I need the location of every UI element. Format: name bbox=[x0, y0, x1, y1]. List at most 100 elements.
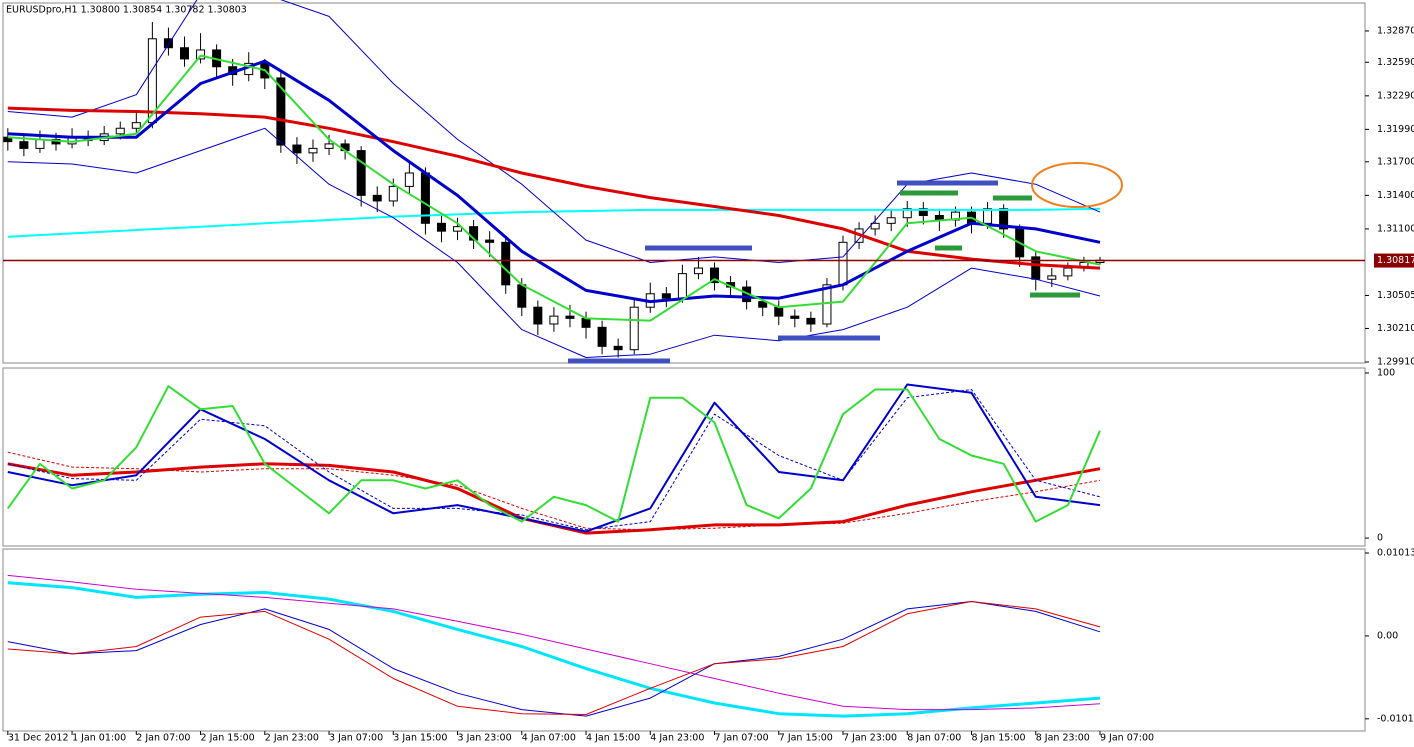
candle-body bbox=[388, 185, 398, 202]
candle-body bbox=[324, 143, 334, 149]
y-tick-label: 0.00 bbox=[1377, 630, 1398, 641]
y-tick-label: 1.30210 bbox=[1377, 323, 1414, 334]
x-tick-label: 4 Jan 23:00 bbox=[650, 733, 704, 744]
indicator-line bbox=[7, 574, 1101, 711]
candle-body bbox=[902, 208, 912, 219]
candle-body bbox=[549, 315, 559, 325]
annotations bbox=[568, 180, 1080, 364]
panel-frame bbox=[2, 548, 1366, 732]
x-tick-label: 3 Jan 15:00 bbox=[393, 733, 447, 744]
candle-body bbox=[597, 326, 607, 347]
indicator-line bbox=[7, 106, 1101, 270]
candle-body bbox=[179, 47, 189, 60]
candle-body bbox=[163, 38, 173, 49]
x-tick-label: 4 Jan 15:00 bbox=[586, 733, 640, 744]
candle-body bbox=[918, 208, 928, 216]
x-tick-label: 8 Jan 23:00 bbox=[1036, 733, 1090, 744]
candle-body bbox=[292, 144, 302, 154]
candle-body bbox=[533, 306, 543, 325]
candle-body bbox=[196, 49, 206, 60]
candle-body bbox=[1047, 275, 1057, 280]
x-tick-label: 31 Dec 2012 bbox=[8, 733, 69, 744]
candle-body bbox=[517, 284, 527, 308]
y-tick-label: 1.30505 bbox=[1377, 290, 1414, 301]
candle-body bbox=[35, 138, 45, 149]
candle-body bbox=[677, 273, 687, 299]
candle-body bbox=[838, 241, 848, 286]
candle-body bbox=[356, 150, 366, 196]
x-tick-label: 7 Jan 15:00 bbox=[779, 733, 833, 744]
x-tick-label: 2 Jan 07:00 bbox=[136, 733, 190, 744]
candle-body bbox=[629, 306, 639, 351]
x-tick-label: 3 Jan 23:00 bbox=[458, 733, 512, 744]
candle-body bbox=[404, 172, 414, 187]
candle-body bbox=[565, 315, 575, 319]
y-tick-label: 1.32870 bbox=[1377, 25, 1414, 36]
y-tick-label: 1.31990 bbox=[1377, 124, 1414, 135]
candle-body bbox=[1063, 267, 1073, 277]
indicator-line bbox=[7, 383, 1101, 533]
indicator-line bbox=[6, 385, 1101, 523]
indicator-line bbox=[7, 54, 1101, 322]
y-tick-label: 1.32590 bbox=[1377, 57, 1414, 68]
candle-body bbox=[613, 345, 623, 351]
candle-body bbox=[276, 77, 286, 146]
x-tick-label: 7 Jan 07:00 bbox=[715, 733, 769, 744]
indicator-line bbox=[7, 581, 1101, 718]
x-tick-label: 9 Jan 07:00 bbox=[1100, 733, 1154, 744]
y-tick-label: 100 bbox=[1377, 367, 1395, 378]
x-tick-label: 3 Jan 07:00 bbox=[329, 733, 383, 744]
y-tick-label: 0.010132 bbox=[1377, 547, 1414, 558]
candle-body bbox=[501, 241, 511, 286]
indicator-line bbox=[7, 59, 1101, 304]
candle-body bbox=[115, 127, 125, 135]
candle-body bbox=[453, 226, 463, 232]
candle-body bbox=[436, 222, 446, 232]
x-tick-label: 4 Jan 07:00 bbox=[522, 733, 576, 744]
y-tick-label: 1.32290 bbox=[1377, 90, 1414, 101]
candle-body bbox=[661, 293, 671, 299]
candle-body bbox=[693, 267, 703, 275]
indicator-line bbox=[7, 601, 1101, 717]
candle-body bbox=[308, 147, 318, 154]
candle-body bbox=[581, 317, 591, 328]
price-label: 1.30817 bbox=[1377, 255, 1414, 266]
x-tick-label: 7 Jan 23:00 bbox=[843, 733, 897, 744]
candle-body bbox=[469, 226, 479, 241]
y-tick-label: 1.31400 bbox=[1377, 190, 1414, 201]
y-tick-label: 1.31100 bbox=[1377, 223, 1414, 234]
candle-body bbox=[790, 315, 800, 319]
candle-body bbox=[983, 208, 993, 224]
panel-frame bbox=[2, 2, 1366, 364]
highlight-ellipse bbox=[1031, 162, 1123, 208]
candle-body bbox=[485, 239, 495, 243]
candle-body bbox=[822, 284, 832, 325]
indicator-line bbox=[7, 451, 1101, 531]
x-tick-label: 1 Jan 01:00 bbox=[72, 733, 126, 744]
x-tick-label: 2 Jan 23:00 bbox=[265, 733, 319, 744]
x-tick-label: 8 Jan 07:00 bbox=[907, 733, 961, 744]
candle-body bbox=[710, 267, 720, 284]
indicator-line bbox=[7, 601, 1101, 715]
candle-body bbox=[372, 194, 382, 202]
candle-body bbox=[19, 141, 29, 149]
y-tick-label: 1.31700 bbox=[1377, 156, 1414, 167]
indicator-line bbox=[7, 389, 1101, 531]
candle-body bbox=[886, 217, 896, 224]
price-label-box bbox=[1374, 253, 1414, 268]
candle-body bbox=[870, 222, 880, 230]
candle-body bbox=[999, 208, 1009, 230]
candle-body bbox=[131, 122, 141, 129]
x-tick-label: 2 Jan 15:00 bbox=[201, 733, 255, 744]
candle-body bbox=[806, 317, 816, 325]
y-tick-label: -0.01013 bbox=[1377, 713, 1414, 724]
y-tick-label: 0 bbox=[1377, 533, 1383, 544]
candle-body bbox=[774, 306, 784, 317]
x-tick-label: 8 Jan 15:00 bbox=[971, 733, 1025, 744]
panel-frame bbox=[2, 367, 1366, 547]
indicator-line bbox=[7, 127, 1101, 358]
y-tick-label: 1.29910 bbox=[1377, 356, 1414, 367]
